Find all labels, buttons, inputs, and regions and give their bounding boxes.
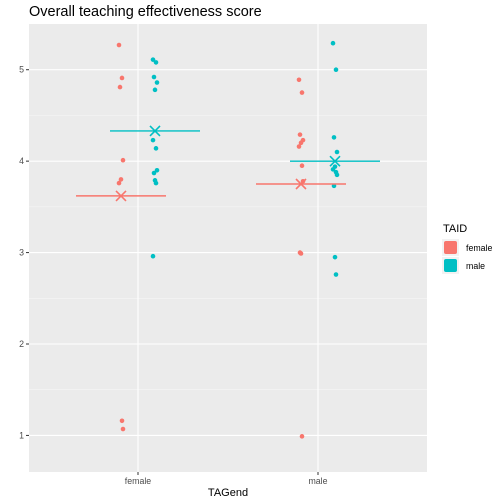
x-tick-label: male: [308, 476, 327, 486]
data-point: [117, 181, 122, 186]
data-point: [151, 254, 156, 259]
data-point: [155, 80, 160, 85]
data-point: [153, 88, 158, 93]
data-point: [335, 150, 340, 155]
x-tick-label: female: [125, 476, 152, 486]
data-point: [334, 67, 339, 72]
chart-title: Overall teaching effectiveness score: [29, 4, 262, 20]
y-axis: 1 2 3 4 5: [19, 65, 29, 441]
legend-title: TAID: [443, 223, 467, 235]
data-point: [120, 76, 125, 81]
data-point: [154, 181, 159, 186]
data-point: [154, 146, 159, 151]
data-point: [300, 90, 305, 95]
data-point: [333, 255, 338, 260]
legend-label: female: [466, 243, 493, 253]
data-point: [299, 251, 304, 256]
y-tick-label: 1: [19, 430, 24, 440]
x-axis-title: TAGend: [208, 487, 248, 499]
data-point: [297, 77, 302, 82]
data-point: [300, 434, 305, 439]
data-point: [152, 171, 157, 176]
data-point: [152, 75, 157, 80]
plot-panel: [29, 24, 427, 472]
data-point: [118, 85, 123, 90]
x-axis: female male: [125, 472, 328, 486]
data-point: [332, 135, 337, 140]
data-point: [298, 132, 303, 137]
data-point: [120, 419, 125, 424]
legend-label: male: [466, 261, 485, 271]
data-point: [334, 272, 339, 277]
data-point: [121, 158, 126, 163]
data-point: [335, 173, 340, 178]
data-point: [154, 60, 159, 65]
data-point: [117, 43, 122, 48]
legend-swatch: [444, 241, 457, 254]
y-tick-label: 2: [19, 339, 24, 349]
data-point: [300, 163, 305, 168]
legend-swatch: [444, 259, 457, 272]
data-point: [331, 41, 336, 46]
data-point: [297, 144, 302, 149]
data-point: [121, 427, 126, 432]
data-point: [151, 138, 156, 143]
y-tick-label: 4: [19, 156, 24, 166]
y-tick-label: 3: [19, 248, 24, 258]
y-tick-label: 5: [19, 65, 24, 75]
legend: TAID female male: [442, 223, 493, 274]
